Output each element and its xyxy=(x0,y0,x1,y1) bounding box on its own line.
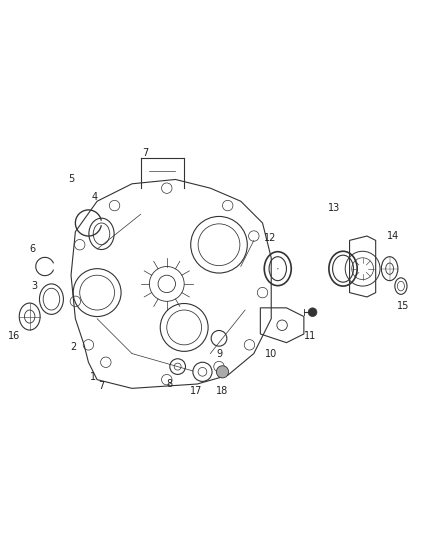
Text: 13: 13 xyxy=(328,203,340,213)
Text: 8: 8 xyxy=(166,379,172,389)
Text: 5: 5 xyxy=(68,174,74,184)
Text: 16: 16 xyxy=(8,331,21,341)
Text: 14: 14 xyxy=(387,231,399,241)
Text: 9: 9 xyxy=(216,349,222,359)
Text: 7: 7 xyxy=(142,148,148,158)
Text: 15: 15 xyxy=(396,301,409,311)
Text: 12: 12 xyxy=(264,233,276,243)
Text: 4: 4 xyxy=(92,192,98,202)
Text: 6: 6 xyxy=(30,244,36,254)
Text: 1: 1 xyxy=(90,373,96,383)
Text: 11: 11 xyxy=(304,331,317,341)
Circle shape xyxy=(216,366,229,378)
Circle shape xyxy=(308,308,317,317)
Text: 17: 17 xyxy=(190,385,202,395)
Text: 10: 10 xyxy=(265,349,277,359)
Text: 7: 7 xyxy=(99,381,105,391)
Text: 2: 2 xyxy=(70,342,76,352)
Text: 18: 18 xyxy=(215,385,228,395)
Text: 3: 3 xyxy=(31,281,37,291)
